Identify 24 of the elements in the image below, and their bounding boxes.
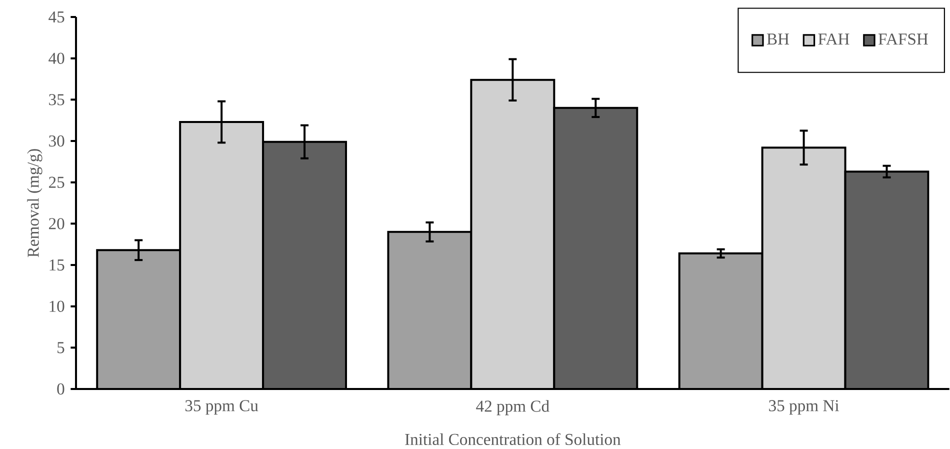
y-tick-label: 0	[57, 383, 64, 395]
y-tick-label: 45	[48, 11, 64, 23]
y-tick-label: 25	[48, 176, 64, 188]
y-tick-label: 5	[58, 342, 64, 354]
bar	[180, 122, 264, 389]
bar	[388, 232, 472, 389]
bar	[554, 108, 638, 389]
y-tick-label: 10	[50, 300, 64, 312]
y-axis-title: Removal (mg/g)	[27, 149, 42, 258]
x-tick-label: 35 ppm Cu	[185, 400, 258, 415]
y-tick-label: 20	[48, 218, 64, 230]
legend-label: BH	[766, 34, 790, 45]
y-tick-label: 15	[50, 259, 64, 271]
x-tick-label: 35 ppm Ni	[769, 400, 839, 415]
bar	[471, 80, 554, 389]
bar	[263, 142, 346, 389]
y-tick-label: 35	[49, 94, 64, 106]
y-tick-label: 40	[48, 52, 64, 64]
x-tick-label: 42 ppm Cd	[476, 400, 550, 416]
x-axis-title: Initial Concentration of Solution	[405, 433, 621, 446]
legend-label: FAFSH	[878, 34, 928, 45]
bar	[97, 250, 180, 389]
legend-label: FAH	[818, 34, 850, 45]
y-tick-label: 30	[49, 135, 64, 147]
